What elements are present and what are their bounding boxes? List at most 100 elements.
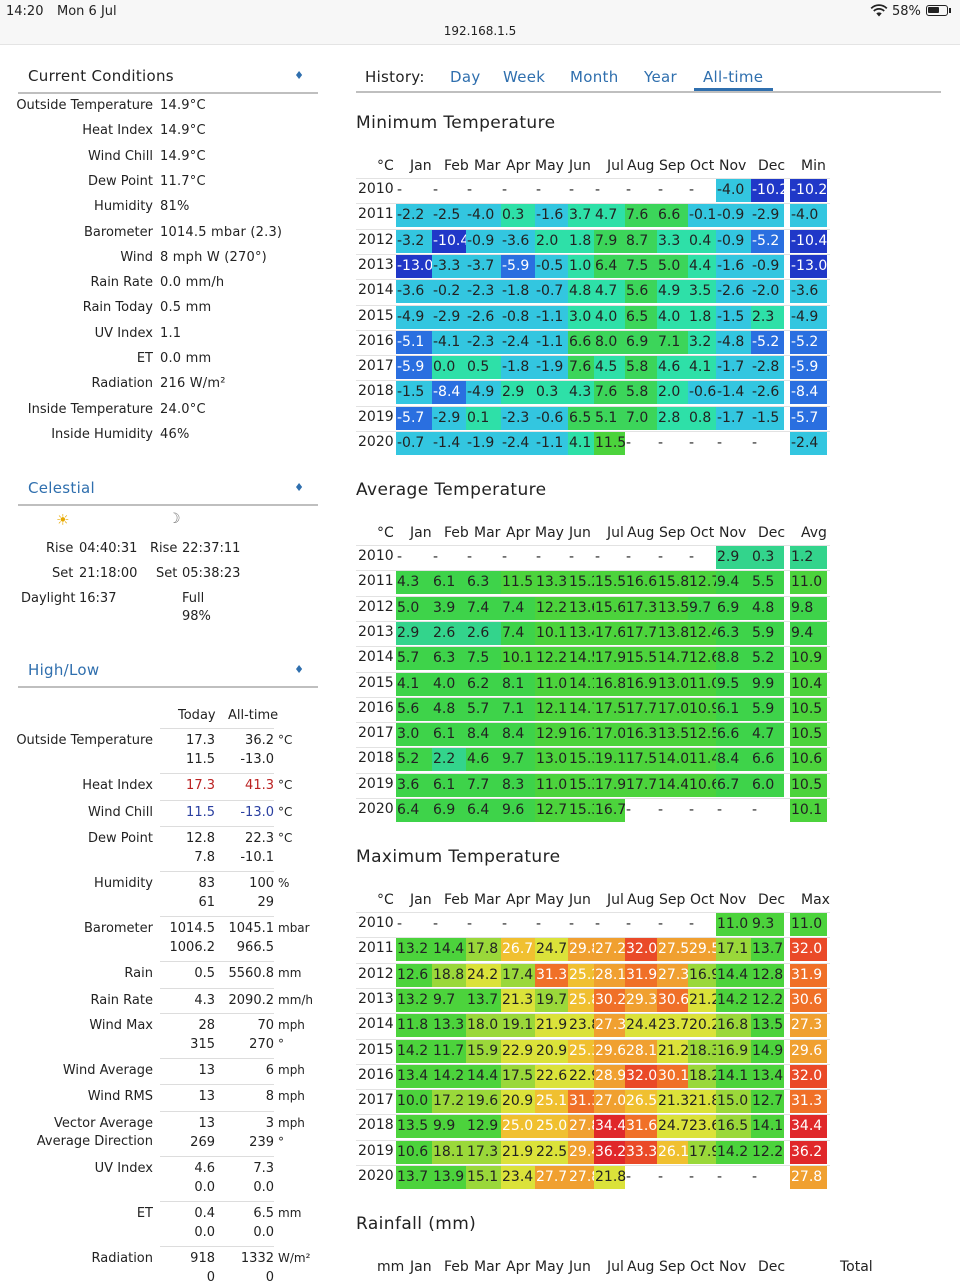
table-cell: - <box>397 182 403 198</box>
table-cell: 5.0 <box>657 254 688 278</box>
month-header: Feb <box>444 1259 469 1275</box>
table-cell: 5.8 <box>625 381 657 405</box>
table-cell: -0.6 <box>535 406 568 430</box>
table-cell: -4.1 <box>432 330 466 354</box>
table-cell: 28.1 <box>625 1039 657 1063</box>
table-cell: - <box>502 182 508 198</box>
table-cell: 32.0 <box>625 1064 657 1088</box>
table-cell: 15.1 <box>466 1166 501 1189</box>
table-unit-header: °C <box>377 525 394 541</box>
table-cell: 10.1 <box>535 621 568 645</box>
table-cell: 8.4 <box>716 748 751 772</box>
address-bar[interactable]: 192.168.1.5 <box>443 24 517 38</box>
table-cell: 15.6 <box>594 596 626 620</box>
table-cell: - <box>752 802 758 818</box>
table-cell: 5.8 <box>625 356 657 380</box>
current-conditions-header[interactable]: Current Conditions ♦ <box>18 67 318 94</box>
month-header: Dec <box>758 525 786 541</box>
table-cell: 11.0 <box>790 913 827 936</box>
table-cell: 11.0 <box>688 672 720 696</box>
tab-month[interactable]: Month <box>570 68 619 86</box>
highlow-alltime-high: 2090.2 <box>228 993 275 1008</box>
table-row-year: 2011 <box>358 940 394 957</box>
current-row-value: 1014.5 mbar (2.3) <box>160 224 283 240</box>
highlow-today-low: 7.8 <box>194 850 215 865</box>
highlow-alltime-low: 0.0 <box>253 1225 274 1240</box>
highlow-divider <box>160 1058 274 1059</box>
table-cell: 27.8 <box>790 1166 827 1189</box>
table-cell: 6.1 <box>432 773 466 797</box>
table-cell: -4.0 <box>466 204 501 228</box>
table-cell: 26.7 <box>501 938 535 962</box>
table-row-line <box>356 1089 830 1091</box>
current-row-value: 46% <box>160 426 190 442</box>
table-cell: 20.9 <box>535 1039 568 1063</box>
table-cell: 4.9 <box>657 280 688 304</box>
sun-set-label: Set <box>52 566 74 581</box>
current-row-label: Inside Humidity <box>51 426 153 442</box>
table-cell: 7.1 <box>657 330 688 354</box>
tab-year[interactable]: Year <box>644 68 677 86</box>
table-cell: - <box>752 1169 758 1185</box>
table-cell: 4.0 <box>432 672 466 696</box>
table-cell: 6.2 <box>466 672 501 696</box>
highlow-alltime-high: 8 <box>265 1089 274 1104</box>
table-cell: 7.7 <box>466 773 501 797</box>
highlow-unit: °C <box>278 831 293 845</box>
current-row-label: UV Index <box>94 325 153 341</box>
celestial-header[interactable]: Celestial ♦ <box>18 479 318 506</box>
current-row-value: 14.9°C <box>160 98 206 113</box>
highlow-divider <box>160 1156 274 1157</box>
table-cell: -1.1 <box>535 432 568 455</box>
table-row-line <box>356 1139 830 1141</box>
month-header: Aug <box>627 525 655 541</box>
tab-all-time[interactable]: All-time <box>703 68 764 86</box>
current-row-label: Dew Point <box>87 173 153 189</box>
table-cell: -3.2 <box>396 229 432 253</box>
table-cell: 4.1 <box>568 432 594 455</box>
highlow-today-high: 918 <box>190 1251 215 1266</box>
table-cell: 12.7 <box>751 1090 784 1114</box>
table-cell: 0.3 <box>535 381 568 405</box>
table-cell: 0.5 <box>466 356 501 380</box>
table-cell: - <box>626 1169 632 1185</box>
table-cell: 3.2 <box>688 330 716 354</box>
collapse-diamond-icon[interactable]: ♦ <box>294 69 304 82</box>
table-unit-header: mm <box>377 1259 405 1275</box>
table-cell: 6.7 <box>716 773 751 797</box>
collapse-diamond-icon[interactable]: ♦ <box>294 663 304 676</box>
table-cell: 10.6 <box>688 773 720 797</box>
table-row-line <box>356 722 830 724</box>
table-cell: - <box>689 802 695 818</box>
table-cell: 17.4 <box>501 963 535 987</box>
table-cell: 36.2 <box>594 1140 626 1164</box>
tab-week[interactable]: Week <box>503 68 546 86</box>
table-cell: 31.9 <box>625 963 657 987</box>
table-cell: 2.0 <box>657 381 688 405</box>
sun-icon: ☀ <box>56 511 70 529</box>
month-header: Jul <box>607 158 624 174</box>
table-cell: 15.5 <box>594 571 626 595</box>
table-cell: 1.0 <box>568 254 594 278</box>
month-header: Jan <box>410 158 432 174</box>
table-cell: 6.4 <box>594 254 625 278</box>
table-cell: - <box>689 1169 695 1185</box>
table-cell: - <box>658 182 664 198</box>
tab-day[interactable]: Day <box>450 68 481 86</box>
collapse-diamond-icon[interactable]: ♦ <box>294 481 304 494</box>
current-row: Wind 8 mph W (270°) <box>0 250 330 275</box>
table-row-line <box>356 203 830 205</box>
table-cell: -0.6 <box>688 381 716 405</box>
table-cell: 2.6 <box>432 621 466 645</box>
table-cell: - <box>626 916 632 932</box>
current-row: Dew Point 11.7°C <box>0 174 330 199</box>
highlow-today-high: 0.4 <box>194 1206 215 1221</box>
table-cell: 13.5 <box>396 1115 432 1139</box>
table-row-year: 2018 <box>358 750 394 767</box>
table-cell: - <box>626 182 632 198</box>
table-cell: -2.8 <box>751 356 784 380</box>
highlow-header[interactable]: High/Low ♦ <box>18 661 318 688</box>
table-cell: 17.0 <box>657 697 689 721</box>
sun-rise-label: Rise <box>46 541 74 556</box>
table-cell: 10.9 <box>688 697 720 721</box>
